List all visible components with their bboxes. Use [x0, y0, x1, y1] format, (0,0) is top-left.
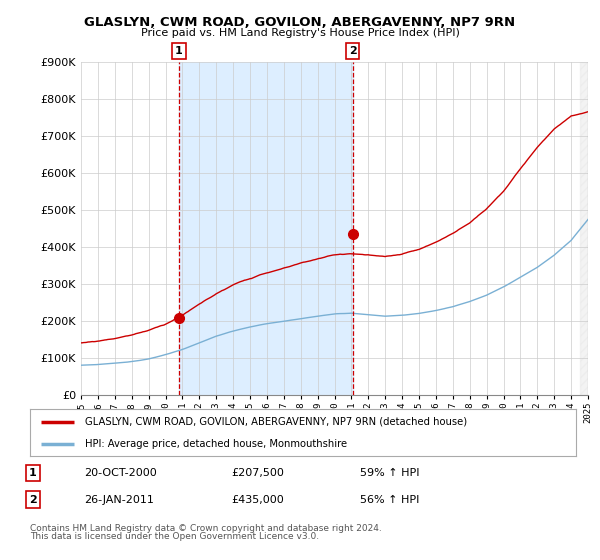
Text: 26-JAN-2011: 26-JAN-2011	[84, 494, 154, 505]
Text: 56% ↑ HPI: 56% ↑ HPI	[360, 494, 419, 505]
Text: £207,500: £207,500	[231, 468, 284, 478]
Text: 2: 2	[29, 494, 37, 505]
Text: 1: 1	[175, 46, 183, 56]
Text: 59% ↑ HPI: 59% ↑ HPI	[360, 468, 419, 478]
Bar	[179, 62, 353, 395]
Text: GLASLYN, CWM ROAD, GOVILON, ABERGAVENNY, NP7 9RN (detached house): GLASLYN, CWM ROAD, GOVILON, ABERGAVENNY,…	[85, 417, 467, 427]
Text: This data is licensed under the Open Government Licence v3.0.: This data is licensed under the Open Gov…	[30, 532, 319, 541]
Text: GLASLYN, CWM ROAD, GOVILON, ABERGAVENNY, NP7 9RN: GLASLYN, CWM ROAD, GOVILON, ABERGAVENNY,…	[85, 16, 515, 29]
Text: Price paid vs. HM Land Registry's House Price Index (HPI): Price paid vs. HM Land Registry's House …	[140, 28, 460, 38]
Text: 2: 2	[349, 46, 356, 56]
Text: HPI: Average price, detached house, Monmouthshire: HPI: Average price, detached house, Monm…	[85, 438, 347, 449]
Text: 20-OCT-2000: 20-OCT-2000	[84, 468, 157, 478]
Text: £435,000: £435,000	[231, 494, 284, 505]
Text: 1: 1	[29, 468, 37, 478]
Text: Contains HM Land Registry data © Crown copyright and database right 2024.: Contains HM Land Registry data © Crown c…	[30, 524, 382, 533]
Bar	[580, 62, 588, 395]
